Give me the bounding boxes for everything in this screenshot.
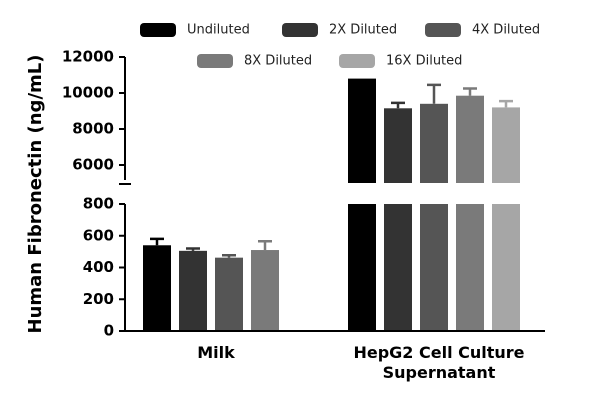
y-tick-label: 600 [83, 226, 114, 244]
legend-label: Undiluted [187, 23, 250, 38]
bar [420, 204, 448, 331]
y-tick-label: 10000 [62, 84, 114, 102]
error-bar [258, 240, 272, 251]
legend-swatch [425, 23, 461, 37]
y-tick-label: 800 [83, 195, 114, 213]
legend-swatch [140, 23, 176, 37]
y-tick-label: 8000 [72, 120, 114, 138]
upper-plot [348, 78, 520, 183]
bar [251, 250, 279, 331]
bar [348, 78, 376, 183]
y-tick-label: 400 [83, 258, 114, 276]
error-bar [222, 254, 236, 258]
bar [420, 103, 448, 183]
bar [456, 204, 484, 331]
error-bar [186, 247, 200, 251]
x-tick-label: Milk [197, 343, 235, 362]
y-tick-label: 12000 [62, 48, 114, 66]
bar [492, 107, 520, 183]
bar [348, 204, 376, 331]
y-axis-title: Human Fibronectin (ng/mL) [25, 55, 46, 334]
bar [215, 257, 243, 331]
x-tick-label: HepG2 Cell Culture Supernatant [353, 343, 525, 382]
legend-label: 8X Diluted [244, 54, 312, 69]
legend-swatch [339, 54, 375, 68]
y-tick-label: 6000 [72, 156, 114, 174]
bar [456, 95, 484, 183]
bar [143, 245, 171, 331]
legend-swatch [282, 23, 318, 37]
legend-label: 4X Diluted [472, 23, 540, 38]
y-tick-label: 0 [104, 322, 114, 340]
y-tick-label: 200 [83, 290, 114, 308]
legend-label: 16X Diluted [386, 54, 462, 69]
bar [384, 108, 412, 183]
bar [179, 250, 207, 331]
error-bar [463, 87, 477, 96]
lower-plot [143, 204, 520, 331]
bar [492, 204, 520, 331]
bar [384, 204, 412, 331]
legend-label: 2X Diluted [329, 23, 397, 38]
legend-swatch [197, 54, 233, 68]
error-bar [427, 83, 441, 104]
error-bar [391, 101, 405, 109]
error-bar [499, 99, 513, 108]
error-bar [150, 237, 164, 246]
